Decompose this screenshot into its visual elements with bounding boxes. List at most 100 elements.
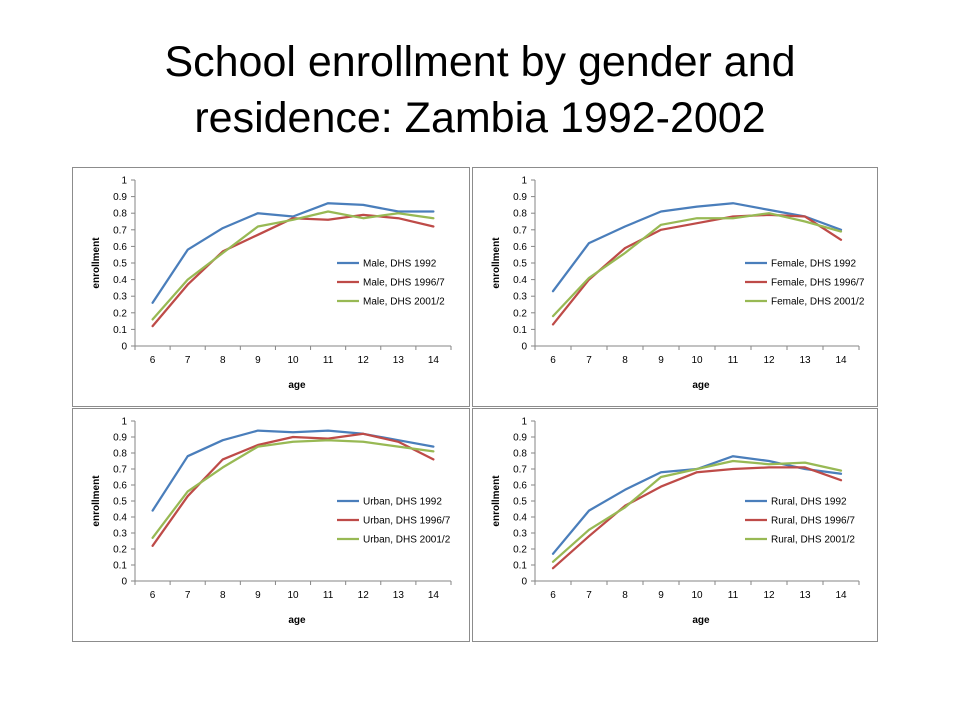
x-tick-label: 13 [393,355,405,366]
y-tick-label: 0.9 [113,433,127,444]
chart-panel-urban: 0 0.1 0.2 0.3 0.4 0.5 0.6 0.7 0.8 0.9 1 6 7 8 9 10 11 12 1… [72,408,470,642]
x-tick-label: 13 [799,590,811,601]
x-tick-label: 12 [763,590,775,601]
series-line-rural-3 [551,459,843,563]
y-tick-label: 0 [121,577,127,588]
x-tick-label: 9 [255,355,261,366]
y-tick-label: 0.6 [113,481,127,492]
x-tick-label: 7 [185,355,191,366]
x-tick-label: 10 [287,355,299,366]
x-tick-label: 11 [728,355,739,366]
y-tick-label: 0.5 [513,259,527,270]
y-tick-label: 0.9 [513,192,527,203]
x-tick-label: 7 [586,355,592,366]
x-tick-label: 7 [185,590,191,601]
x-tick-label: 14 [835,590,847,601]
x-tick-label: 11 [323,590,334,601]
y-tick-label: 0.5 [113,259,127,270]
x-tick-label: 12 [763,355,775,366]
y-tick-label: 1 [521,176,527,187]
y-tick-label: 0.5 [113,497,127,508]
series-line-male-2 [151,213,435,328]
y-axis-title: enrollment [491,475,502,527]
chart-male: 0 0.1 0.2 0.3 0.4 0.5 0.6 0.7 0.8 0.9 1 6 7 8 9 10 11 12 1… [91,176,452,391]
x-tick-label: 13 [393,590,405,601]
y-tick-label: 0 [521,342,527,353]
chart-female: 0 0.1 0.2 0.3 0.4 0.5 0.6 0.7 0.8 0.9 1 6 7 8 9 10 11 12 1… [491,176,865,392]
x-tick-label: 6 [550,590,556,601]
y-tick-label: 0.7 [513,225,527,236]
y-tick-label: 0.7 [113,225,127,236]
x-tick-label: 10 [691,355,703,366]
y-tick-label: 0.6 [113,242,127,253]
chart-panel-rural: 0 0.1 0.2 0.3 0.4 0.5 0.6 0.7 0.8 0.9 1 6 7 8 9 10 11 12 1… [472,408,878,642]
series-line-male-3 [151,210,435,321]
x-tick-label: 8 [220,590,226,601]
legend-label: Rural, DHS 2001/2 [771,535,855,546]
y-tick-label: 0.4 [513,513,527,524]
chart-panel-female: 0 0.1 0.2 0.3 0.4 0.5 0.6 0.7 0.8 0.9 1 6 7 8 9 10 11 12 1… [472,167,878,407]
series-line-female-3 [551,212,843,318]
x-tick-label: 6 [150,590,156,601]
y-tick-label: 0.8 [113,209,127,220]
y-axis-title: enrollment [491,237,502,289]
y-tick-label: 0.3 [513,292,527,303]
chart-panel-male: 0 0.1 0.2 0.3 0.4 0.5 0.6 0.7 0.8 0.9 1 6 7 8 9 10 11 12 1… [72,167,470,407]
series-line-urban-2 [151,432,435,547]
legend-label: Rural, DHS 1996/7 [771,516,855,527]
x-tick-label: 6 [550,355,556,366]
slide-title-line-1: School enrollment by gender and [164,38,796,86]
x-tick-label: 14 [428,590,440,601]
legend-label: Male, DHS 1992 [363,259,437,270]
x-axis-title: age [288,380,306,391]
slide-title-line-2: residence: Zambia 1992-2002 [194,94,766,142]
y-tick-label: 0.7 [113,465,127,476]
x-tick-label: 9 [658,355,664,366]
y-tick-label: 0.3 [113,529,127,540]
x-tick-label: 11 [323,355,334,366]
y-tick-label: 0.6 [513,481,527,492]
x-axis-title: age [692,380,710,391]
legend-label: Rural, DHS 1992 [771,497,847,508]
x-axis-title: age [692,615,710,626]
legend-label: Urban, DHS 1992 [363,497,442,508]
y-tick-label: 0.9 [513,433,527,444]
slide-title: School enrollment by gender and residenc… [0,34,960,146]
y-tick-label: 0.2 [113,545,127,556]
y-tick-label: 0.1 [513,561,527,572]
legend-label: Male, DHS 2001/2 [363,297,445,308]
legend-label: Female, DHS 2001/2 [771,297,865,308]
y-tick-label: 0.8 [113,449,127,460]
legend-label: Female, DHS 1996/7 [771,278,865,289]
y-tick-label: 0.6 [513,242,527,253]
legend-label: Male, DHS 1996/7 [363,278,445,289]
y-tick-label: 0.3 [513,529,527,540]
x-tick-label: 10 [691,590,703,601]
x-tick-label: 8 [220,355,226,366]
x-axis-title: age [288,615,306,626]
chart-urban: 0 0.1 0.2 0.3 0.4 0.5 0.6 0.7 0.8 0.9 1 6 7 8 9 10 11 12 1… [91,417,452,626]
series-line-urban-3 [151,439,435,539]
y-tick-label: 0.9 [113,192,127,203]
x-tick-label: 12 [358,355,370,366]
x-tick-label: 14 [428,355,440,366]
y-tick-label: 0.7 [513,465,527,476]
series-line-male-1 [151,202,435,304]
x-tick-label: 13 [799,355,811,366]
legend-label: Urban, DHS 2001/2 [363,535,451,546]
y-tick-label: 0.4 [513,275,527,286]
y-tick-label: 0.1 [113,325,127,336]
y-tick-label: 1 [521,417,527,428]
legend-label: Female, DHS 1992 [771,259,856,270]
x-tick-label: 8 [622,590,628,601]
series-line-rural-2 [551,466,843,570]
x-tick-label: 12 [358,590,370,601]
x-tick-label: 7 [586,590,592,601]
legend-label: Urban, DHS 1996/7 [363,516,451,527]
y-tick-label: 0.8 [513,449,527,460]
y-tick-label: 0.4 [113,275,127,286]
x-tick-label: 6 [150,355,156,366]
y-tick-label: 0.1 [113,561,127,572]
y-tick-label: 1 [121,417,127,428]
y-tick-label: 0 [521,577,527,588]
